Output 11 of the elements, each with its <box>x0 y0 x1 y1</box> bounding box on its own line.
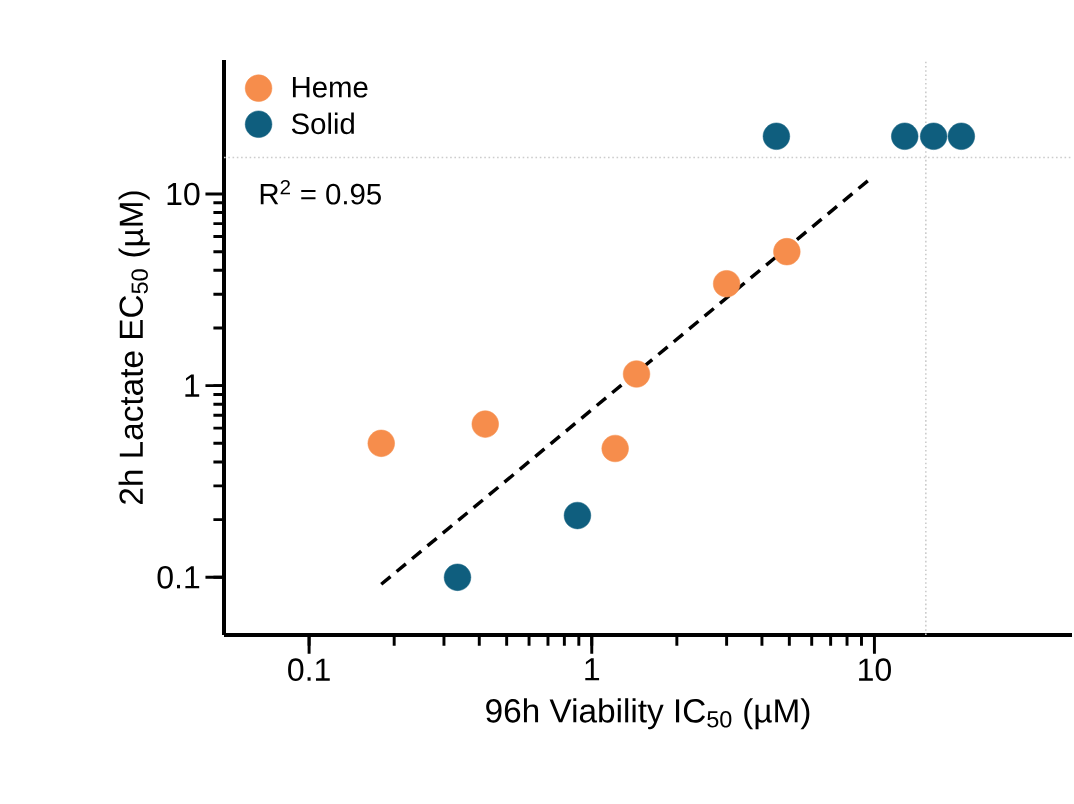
x-axis-title: 96h Viability IC$_{50}$ (µM) <box>486 698 810 730</box>
y-axis-title: 2h Lactate EC$_{50}$ (µM) <box>118 191 150 504</box>
y-tick-label: 10 <box>167 182 200 206</box>
y-tick-label: 1 <box>185 374 200 397</box>
legend-label: Solid <box>291 112 354 135</box>
x-tick-label: 0.1 <box>288 658 330 682</box>
x-tick-label: 10 <box>859 658 891 682</box>
legend-label: Heme <box>292 77 368 98</box>
annotation: R$^{2}$ = 0.95 <box>260 179 381 205</box>
y-tick-label: 0.1 <box>157 565 200 589</box>
x-tick-label: 1 <box>585 658 600 681</box>
